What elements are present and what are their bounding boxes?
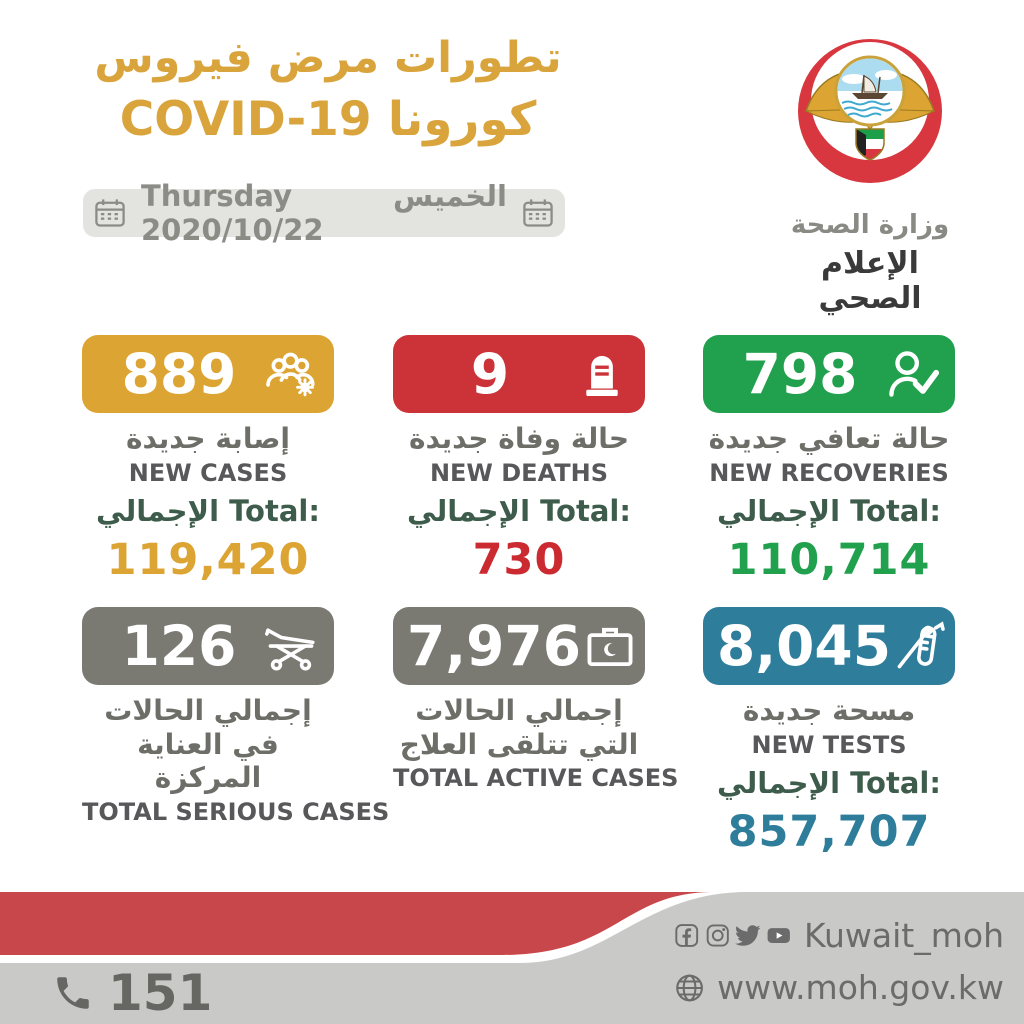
total-active-label-ar1: إجمالي الحالات xyxy=(415,694,623,727)
new-deaths-total-label: الإجمالي Total: xyxy=(407,493,631,528)
tombstone-icon xyxy=(586,355,618,396)
footer-social-block: Kuwait_moh www.moh.gov.kw xyxy=(674,916,1004,1007)
total-serious-value: 126 xyxy=(121,614,237,678)
facebook-icon xyxy=(675,924,699,947)
total-serious-label-ar2: في العناية المركزة xyxy=(137,727,279,795)
youtube-icon xyxy=(767,928,790,943)
social-row: Kuwait_moh xyxy=(674,916,1004,955)
new-cases-label-en: NEW CASES xyxy=(128,458,288,487)
total-serious-label-ar1: إجمالي الحالات xyxy=(104,694,312,727)
date-day-en: Thursday xyxy=(141,179,292,213)
date-value: 2020/10/22 xyxy=(141,213,324,247)
hotline-number: 151 xyxy=(108,964,213,1022)
new-tests-total-label: الإجمالي Total: xyxy=(717,765,941,800)
calendar-icon xyxy=(95,199,125,227)
new-deaths-card: 9 xyxy=(393,335,645,413)
new-cases-total: 119,420 xyxy=(106,534,310,585)
new-cases-total-label: الإجمالي Total: xyxy=(96,493,320,528)
calendar-icon xyxy=(523,199,553,227)
stat-new-deaths: 9 حالة وفاة جديدة NEW DEATHS الإجمالي To… xyxy=(393,335,645,585)
new-tests-total: 857,707 xyxy=(727,806,931,857)
stat-total-serious: 126 إجمالي الحالات في العناية المركزة TO… xyxy=(82,607,390,826)
website-row: www.moh.gov.kw xyxy=(674,968,1004,1007)
new-deaths-label-en: NEW DEATHS xyxy=(429,458,609,487)
ministry-name: وزارة الصحة xyxy=(790,210,950,240)
new-recoveries-label-ar: حالة تعافي جديدة xyxy=(708,422,950,455)
new-recoveries-value: 798 xyxy=(742,342,858,406)
globe-icon xyxy=(676,974,703,1001)
moh-logo-block: وزارة الصحة الإعلام الصحي xyxy=(780,26,960,316)
website-url: www.moh.gov.kw xyxy=(717,968,1004,1007)
twitter-icon xyxy=(735,925,761,946)
title-line-arabic: تطورات مرض فيروس xyxy=(94,33,562,83)
total-active-value: 7,976 xyxy=(407,614,581,678)
new-tests-label-en: NEW TESTS xyxy=(751,730,907,759)
instagram-icon xyxy=(706,924,729,947)
date-text: Thursday 2020/10/22 الخميس xyxy=(127,179,521,247)
hotline-block: 151 xyxy=(52,964,212,1022)
page-title: تطورات مرض فيروس كورونا COVID-19 xyxy=(88,26,568,149)
new-cases-label-ar: إصابة جديدة xyxy=(126,422,290,455)
stat-new-tests: 8,045 مسحة جديدة NEW TESTS الإجمالي Tota… xyxy=(703,607,955,857)
stat-total-active: 7,976 إجمالي الحالات التي تتلقى العلاج T… xyxy=(393,607,679,793)
total-active-card: 7,976 xyxy=(393,607,645,685)
department-name: الإعلام الصحي xyxy=(818,246,922,316)
date-day-ar: الخميس xyxy=(392,179,507,213)
footer-ribbon xyxy=(0,892,1024,1024)
stat-new-cases: 889 إصابة جديدة NEW CASES الإجمالي Total… xyxy=(82,335,334,585)
new-tests-card: 8,045 xyxy=(703,607,955,685)
kuwait-moh-emblem-icon xyxy=(798,39,942,183)
total-serious-card: 126 xyxy=(82,607,334,685)
new-cases-value: 889 xyxy=(121,342,237,406)
total-active-label-ar2: التي تتلقى العلاج xyxy=(399,727,639,761)
total-serious-label-en: TOTAL SERIOUS CASES xyxy=(82,797,390,826)
social-handle: Kuwait_moh xyxy=(804,916,1004,955)
test-tube-swab-icon xyxy=(897,621,945,669)
new-cases-card: 889 xyxy=(82,335,334,413)
new-tests-label-ar: مسحة جديدة xyxy=(742,694,916,727)
new-deaths-value: 9 xyxy=(470,342,510,406)
new-tests-value: 8,045 xyxy=(717,614,891,678)
person-check-icon xyxy=(889,351,940,397)
total-active-label-en: TOTAL ACTIVE CASES xyxy=(393,764,679,793)
stretcher-icon xyxy=(265,628,315,671)
phone-icon xyxy=(57,977,89,1009)
medical-bag-icon xyxy=(587,627,633,667)
people-virus-icon xyxy=(266,352,315,397)
new-recoveries-total-label: الإجمالي Total: xyxy=(717,493,941,528)
date-banner: Thursday 2020/10/22 الخميس xyxy=(83,179,565,247)
stat-new-recoveries: 798 حالة تعافي جديدة NEW RECOVERIES الإج… xyxy=(703,335,955,585)
new-recoveries-card: 798 xyxy=(703,335,955,413)
new-deaths-label-ar: حالة وفاة جديدة xyxy=(408,422,630,455)
new-recoveries-label-en: NEW RECOVERIES xyxy=(709,458,949,487)
title-line-covid: كورونا COVID-19 xyxy=(119,91,537,147)
new-deaths-total: 730 xyxy=(472,534,566,585)
new-recoveries-total: 110,714 xyxy=(727,534,931,585)
